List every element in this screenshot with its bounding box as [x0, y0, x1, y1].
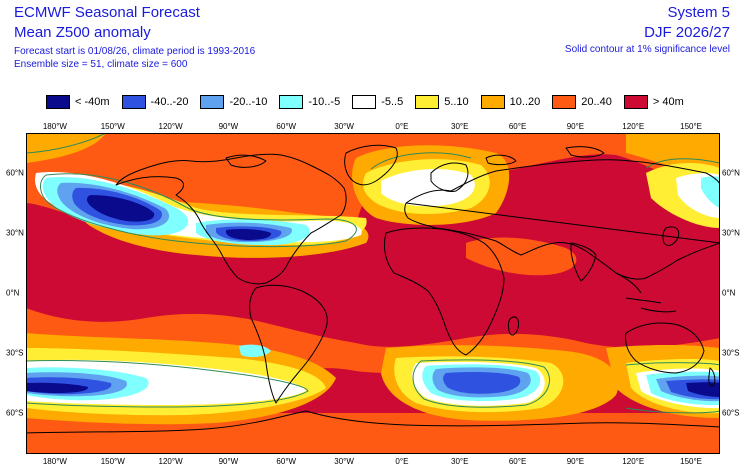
lon-tick-label-bottom: 90°E — [566, 457, 585, 466]
lat-tick-label-right: 30°S — [722, 348, 740, 358]
lon-tick-label-bottom: 60°E — [508, 457, 527, 466]
legend-swatch — [352, 95, 377, 109]
legend-swatch — [279, 95, 304, 109]
lat-tick-label-left: 0°N — [6, 288, 20, 298]
lon-tick-label-top: 150°E — [680, 122, 703, 131]
legend-item: -5..5 — [352, 95, 403, 109]
significance-contours — [26, 133, 720, 414]
system-label: System 5 — [667, 4, 730, 21]
legend-label: -20..-10 — [229, 96, 268, 108]
legend-item: 20..40 — [552, 95, 612, 109]
lon-tick-label-top: 60°E — [508, 122, 527, 131]
legend-swatch — [623, 95, 648, 109]
lon-tick-label-bottom: 30°W — [334, 457, 354, 466]
map-title: ECMWF Seasonal Forecast — [14, 4, 200, 21]
lon-tick-label-top: 120°W — [158, 122, 183, 131]
lon-tick-label-bottom: 60°W — [276, 457, 297, 466]
legend-swatch — [552, 95, 577, 109]
legend-item: > 40m — [623, 95, 684, 109]
lat-tick-label-right: 60°N — [722, 168, 740, 178]
color-legend: < -40m -40..-20 -20..-10 -10..-5 -5..5 5… — [46, 94, 696, 110]
lon-tick-label-bottom: 150°E — [680, 457, 703, 466]
legend-swatch — [480, 95, 505, 109]
lon-tick-label-bottom: 120°W — [158, 457, 183, 466]
legend-swatch — [200, 95, 225, 109]
anomaly-below-minus40-zones — [26, 195, 720, 397]
lat-tick-label-left: 30°S — [6, 348, 24, 358]
lon-tick-label-top: 180°W — [42, 122, 67, 131]
lon-tick-label-bottom: 180°W — [42, 457, 67, 466]
legend-label: -40..-20 — [150, 96, 189, 108]
lat-tick-label-right: 60°S — [722, 408, 740, 418]
lat-tick-label-left: 60°S — [6, 408, 24, 418]
lon-tick-label-top: 90°E — [566, 122, 585, 131]
legend-label: -5..5 — [381, 96, 404, 108]
legend-item: 10..20 — [480, 95, 541, 109]
contour-note: Solid contour at 1% significance level — [564, 44, 730, 55]
lon-tick-label-top: 90°W — [218, 122, 239, 131]
lon-tick-label-bottom: 120°E — [622, 457, 645, 466]
lat-tick-label-right: 0°N — [722, 288, 736, 298]
legend-label: > 40m — [652, 96, 684, 108]
lon-tick-label-bottom: 0°E — [395, 457, 409, 466]
anomaly-map — [26, 133, 720, 454]
lon-tick-label-top: 30°W — [334, 122, 354, 131]
lon-tick-label-top: 30°E — [451, 122, 469, 131]
legend-item: -10..-5 — [279, 95, 340, 109]
map-subtitle: Mean Z500 anomaly — [14, 24, 151, 41]
legend-swatch — [415, 95, 440, 109]
lon-tick-label-bottom: 30°E — [451, 457, 469, 466]
lon-tick-label-top: 150°W — [100, 122, 125, 131]
legend-item: < -40m — [46, 95, 110, 109]
legend-swatch — [121, 95, 146, 109]
lon-tick-label-bottom: 150°W — [100, 457, 125, 466]
legend-label: 20..40 — [581, 96, 612, 108]
legend-label: < -40m — [75, 96, 110, 108]
lat-tick-label-right: 30°N — [722, 228, 740, 238]
legend-item: -40..-20 — [121, 95, 189, 109]
lon-tick-label-top: 60°W — [276, 122, 297, 131]
lon-tick-label-top: 0°E — [395, 122, 409, 131]
lat-tick-label-left: 60°N — [6, 168, 24, 178]
legend-label: 10..20 — [509, 96, 541, 108]
lon-tick-label-top: 120°E — [622, 122, 645, 131]
season-label: DJF 2026/27 — [644, 24, 730, 41]
forecast-info: Forecast start is 01/08/26, climate peri… — [14, 46, 256, 57]
map-frame — [26, 133, 720, 454]
ensemble-info: Ensemble size = 51, climate size = 600 — [14, 59, 188, 70]
legend-swatch — [46, 95, 70, 109]
legend-item: 5..10 — [415, 95, 469, 109]
coastlines — [26, 144, 720, 434]
lat-tick-label-left: 30°N — [6, 228, 24, 238]
lon-tick-label-bottom: 90°W — [218, 457, 239, 466]
legend-item: -20..-10 — [200, 95, 267, 109]
legend-label: -10..-5 — [308, 96, 341, 108]
legend-label: 5..10 — [444, 96, 469, 108]
